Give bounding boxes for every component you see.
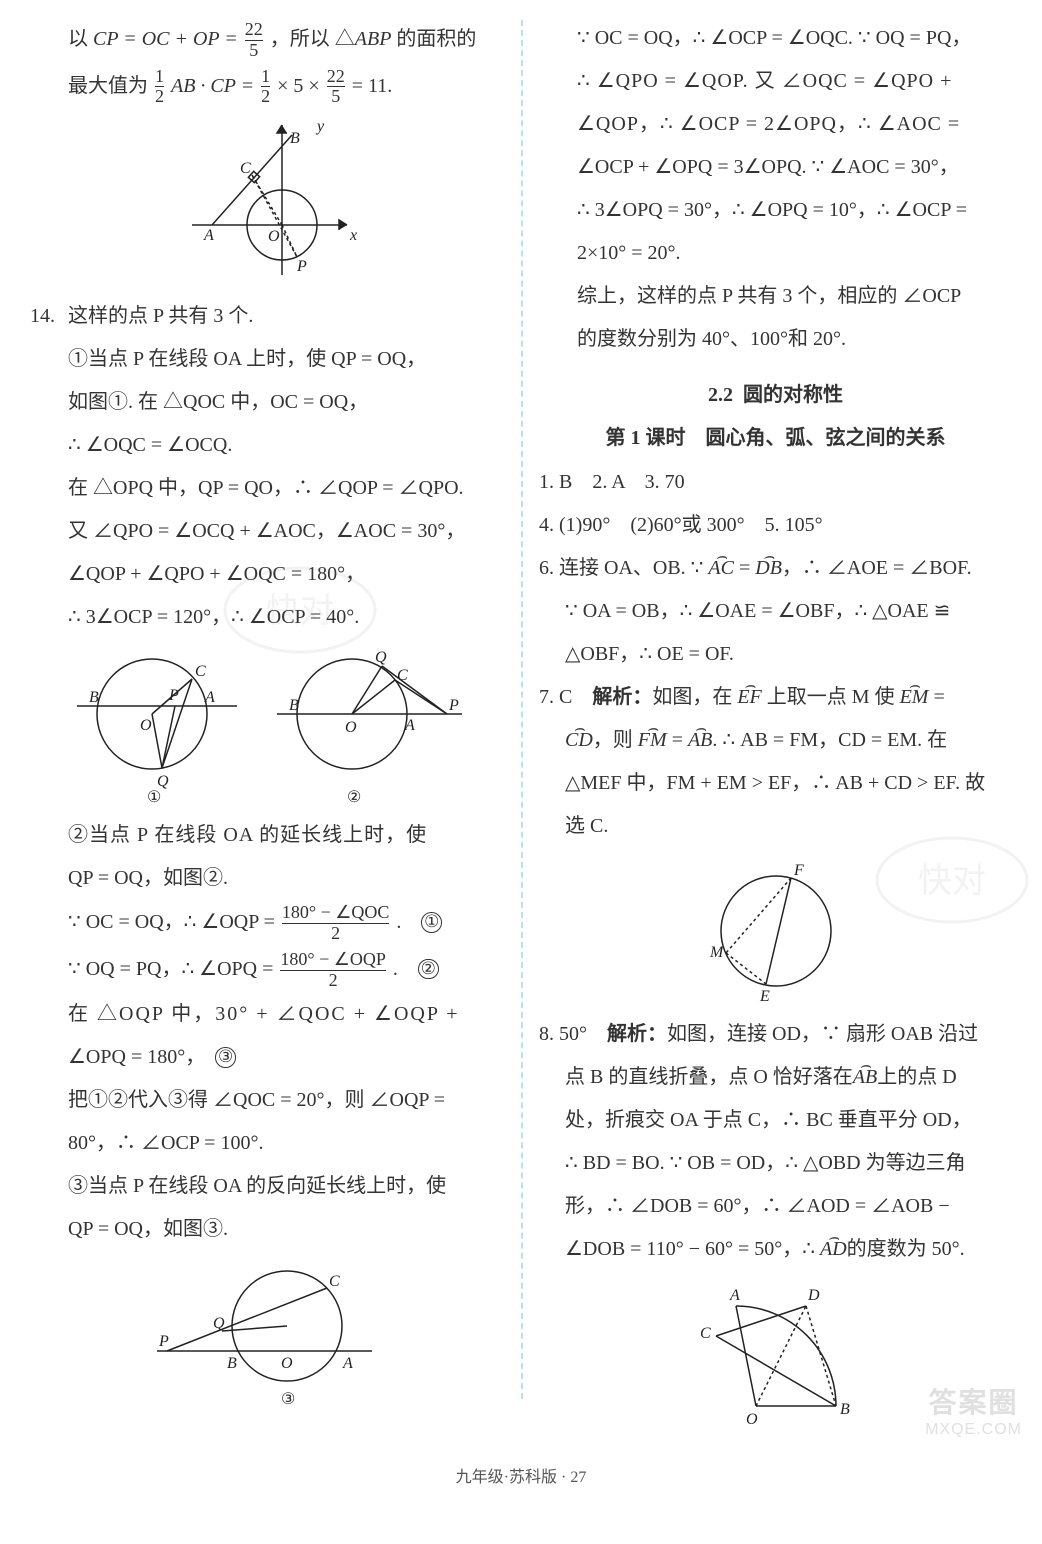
answer-8-line-5: 形，∴ ∠DOB = 60°，∴ ∠AOD = ∠AOB − — [539, 1188, 1012, 1225]
answer-8-line-4: ∴ BD = BO. ∵ OB = OD，∴ △OBD 为等边三角 — [539, 1145, 1012, 1182]
svg-text:E: E — [759, 988, 770, 1003]
answer-1-3: 1. B 2. A 3. 70 — [539, 464, 1012, 501]
svg-text:C: C — [397, 667, 408, 684]
q14-line-10: ∵ OC = OQ，∴ ∠OQP = 180° − ∠QOC2 . ① — [30, 903, 503, 944]
r-line-2: ∴ ∠QPO = ∠QOP. 又 ∠OQC = ∠QPO + — [539, 63, 1012, 100]
svg-text:A: A — [404, 717, 415, 734]
svg-text:A: A — [729, 1287, 740, 1304]
r-line-1: ∵ OC = OQ，∴ ∠OCP = ∠OQC. ∵ OQ = PQ， — [539, 20, 1012, 57]
svg-text:C: C — [329, 1273, 340, 1290]
svg-text:P: P — [158, 1333, 169, 1350]
svg-text:B: B — [290, 130, 300, 147]
svg-text:Q: Q — [375, 649, 387, 666]
svg-text:②: ② — [347, 789, 361, 804]
q14-line-13: ∠OPQ = 180°， ③ — [30, 1039, 503, 1076]
svg-text:A: A — [203, 227, 214, 244]
r-line-5: ∴ 3∠OPQ = 30°，∴ ∠OPQ = 10°，∴ ∠OCP = — [539, 192, 1012, 229]
q14-line-9: QP = OQ，如图②. — [30, 860, 503, 897]
column-divider — [521, 20, 523, 1399]
lesson-1-title: 第 1 课时 圆心角、弧、弦之间的关系 — [539, 421, 1012, 450]
svg-text:O: O — [345, 719, 357, 736]
diagram-5: A D C O B — [539, 1276, 1012, 1441]
svg-text:Q: Q — [213, 1315, 225, 1332]
diagram-4: F M E — [539, 853, 1012, 1008]
svg-text:A: A — [342, 1355, 353, 1372]
diagram-1: y x A B C O P — [30, 115, 503, 290]
svg-text:P: P — [296, 258, 307, 275]
answer-7-line-2: CD，则 FM = AB. ∴ AB = FM，CD = EM. 在 — [539, 722, 1012, 759]
q14-line-8: ②当点 P 在线段 OA 的延长线上时，使 — [30, 817, 503, 854]
svg-text:O: O — [140, 717, 152, 734]
svg-text:③: ③ — [281, 1391, 295, 1406]
svg-text:C: C — [240, 160, 251, 177]
q14-line-14: 把①②代入③得 ∠QOC = 20°，则 ∠OQP = — [30, 1082, 503, 1119]
svg-text:P: P — [168, 687, 179, 704]
svg-text:P: P — [448, 697, 459, 714]
answer-8-line-3: 处，折痕交 OA 于点 C，∴ BC 垂直平分 OD， — [539, 1102, 1012, 1139]
answer-8-line-6: ∠DOB = 110° − 60° = 50°，∴ AD的度数为 50°. — [539, 1231, 1012, 1268]
q14-line-16: ③当点 P 在线段 OA 的反向延长线上时，使 — [30, 1168, 503, 1205]
q14-line-5: 又 ∠QPO = ∠OCQ + ∠AOC，∠AOC = 30°， — [30, 513, 503, 550]
answer-8-line-2: 点 B 的直线折叠，点 O 恰好落在AB上的点 D — [539, 1059, 1012, 1096]
r-line-7: 综上，这样的点 P 共有 3 个，相应的 ∠OCP — [539, 278, 1012, 315]
q14-line-1: 14.这样的点 P 共有 3 个. — [30, 298, 503, 335]
axis-y-label: y — [315, 118, 325, 135]
svg-text:B: B — [227, 1355, 237, 1372]
svg-text:O: O — [746, 1411, 758, 1428]
q14-line-4: 在 △OPQ 中，QP = QO，∴ ∠QOP = ∠QPO. — [30, 470, 503, 507]
svg-text:B: B — [289, 697, 299, 714]
q14-line-7: ∴ 3∠OCP = 120°，∴ ∠OCP = 40°. — [30, 599, 503, 636]
answer-4-5: 4. (1)90° (2)60°或 300° 5. 105° — [539, 507, 1012, 544]
svg-text:①: ① — [147, 789, 161, 804]
q14-line-2a: ①当点 P 在线段 OA 上时，使 QP = OQ， — [30, 341, 503, 378]
svg-text:O: O — [268, 228, 280, 245]
intro-line-2: 最大值为 12 AB · CP = 12 × 5 × 225 = 11. — [30, 67, 503, 108]
page-footer: 九年级·苏科版 · 27 — [0, 1463, 1042, 1507]
r-line-8: 的度数分别为 40°、100°和 20°. — [539, 321, 1012, 358]
q14-line-15: 80°，∴ ∠OCP = 100°. — [30, 1125, 503, 1162]
svg-text:D: D — [807, 1287, 820, 1304]
svg-text:B: B — [89, 689, 99, 706]
answer-6-line-1: 6. 连接 OA、OB. ∵ AC = DB，∴ ∠AOE = ∠BOF. — [539, 550, 1012, 587]
q14-line-2b: 如图①. 在 △QOC 中，OC = OQ， — [30, 384, 503, 421]
q14-line-11: ∵ OQ = PQ，∴ ∠OPQ = 180° − ∠OQP2 . ② — [30, 950, 503, 991]
r-line-4: ∠OCP + ∠OPQ = 3∠OPQ. ∵ ∠AOC = 30°， — [539, 149, 1012, 186]
q14-line-6: ∠QOP + ∠QPO + ∠OQC = 180°， — [30, 556, 503, 593]
svg-text:O: O — [281, 1355, 293, 1372]
q14-line-12: 在 △OQP 中，30° + ∠QOC + ∠OQP + — [30, 996, 503, 1033]
svg-text:F: F — [793, 862, 804, 879]
answer-8-line-1: 8. 50° 解析：如图，连接 OD，∵ 扇形 OAB 沿过 — [539, 1016, 1012, 1053]
answer-7-line-4: 选 C. — [539, 808, 1012, 845]
answer-7-line-1: 7. C 解析：如图，在 EF 上取一点 M 使 EM = — [539, 679, 1012, 716]
answer-6-line-2: ∵ OA = OB，∴ ∠OAE = ∠OBF，∴ △OAE ≌ — [539, 593, 1012, 630]
axis-x-label: x — [349, 227, 357, 244]
q14-line-17: QP = OQ，如图③. — [30, 1211, 503, 1248]
q14-line-3: ∴ ∠OQC = ∠OCQ. — [30, 427, 503, 464]
svg-text:Q: Q — [157, 773, 169, 790]
svg-text:B: B — [840, 1401, 850, 1418]
left-column: 以 CP = OC + OP = 225 ，所以 △ABP 的面积的 最大值为 … — [30, 20, 521, 1449]
page: 以 CP = OC + OP = 225 ，所以 △ABP 的面积的 最大值为 … — [0, 0, 1042, 1459]
svg-text:C: C — [700, 1325, 711, 1342]
answer-6-line-3: △OBF，∴ OE = OF. — [539, 636, 1012, 673]
diagram-3: P B Q O A C ③ — [30, 1256, 503, 1411]
intro-line-1: 以 CP = OC + OP = 225 ，所以 △ABP 的面积的 — [30, 20, 503, 61]
r-line-3: ∠QOP，∴ ∠OCP = 2∠OPQ，∴ ∠AOC = — [539, 106, 1012, 143]
svg-text:A: A — [204, 689, 215, 706]
r-line-6: 2×10° = 20°. — [539, 235, 1012, 272]
answer-7-line-3: △MEF 中，FM + EM > EF，∴ AB + CD > EF. 故 — [539, 765, 1012, 802]
section-2-2-title: 2.2 圆的对称性 — [539, 378, 1012, 407]
right-column: ∵ OC = OQ，∴ ∠OCP = ∠OQC. ∵ OQ = PQ， ∴ ∠Q… — [521, 20, 1012, 1449]
svg-text:M: M — [709, 944, 725, 961]
svg-text:C: C — [195, 663, 206, 680]
diagram-2: B O P A C Q ① B — [30, 644, 503, 809]
